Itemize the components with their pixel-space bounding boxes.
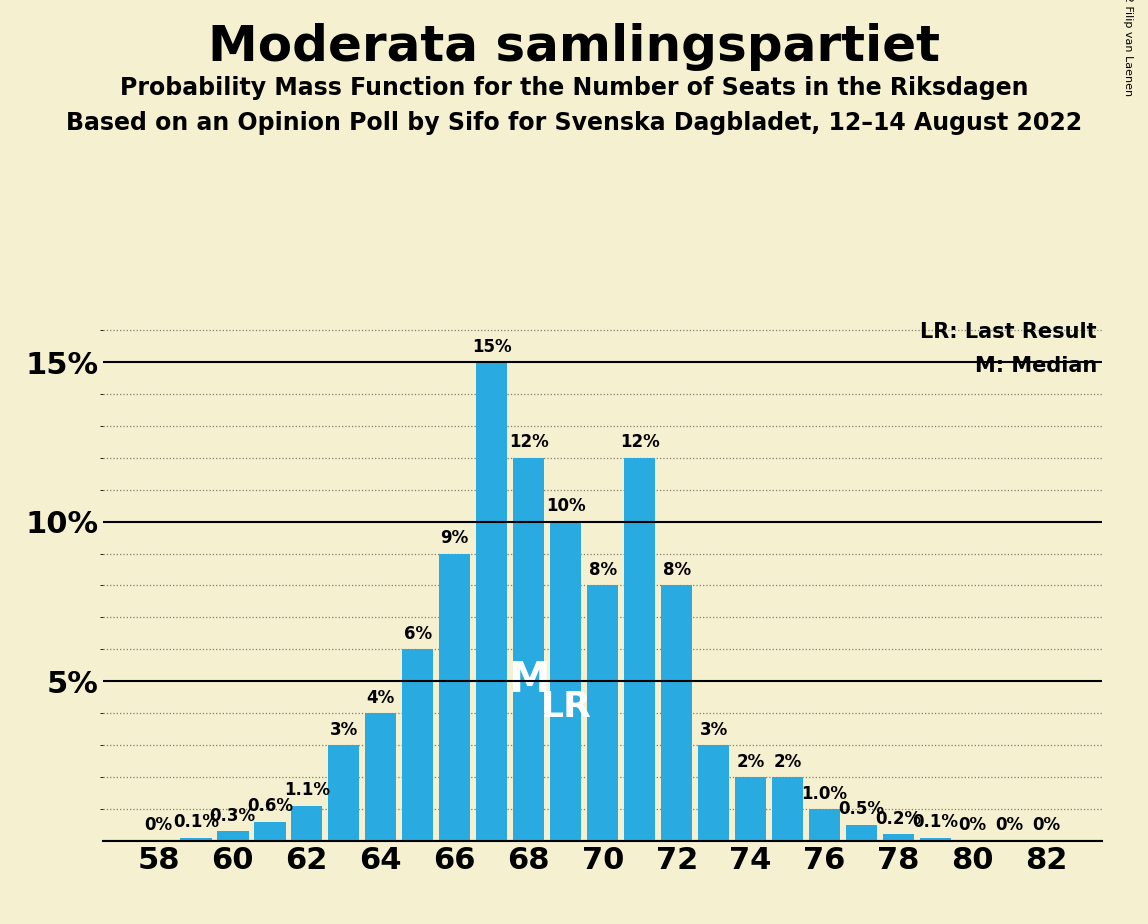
Bar — [883, 834, 914, 841]
Text: 1.0%: 1.0% — [801, 784, 847, 803]
Text: M: Median: M: Median — [975, 357, 1097, 376]
Text: 2%: 2% — [737, 753, 765, 771]
Text: 3%: 3% — [329, 721, 358, 738]
Bar — [476, 362, 507, 841]
Text: 2%: 2% — [774, 753, 801, 771]
Bar — [771, 777, 804, 841]
Text: 0.1%: 0.1% — [913, 813, 959, 832]
Text: 1.1%: 1.1% — [284, 782, 329, 799]
Text: Moderata samlingspartiet: Moderata samlingspartiet — [208, 23, 940, 71]
Bar — [550, 522, 581, 841]
Text: © 2022 Filip van Laenen: © 2022 Filip van Laenen — [1123, 0, 1133, 96]
Text: 10%: 10% — [546, 497, 585, 516]
Bar — [439, 553, 471, 841]
Text: Based on an Opinion Poll by Sifo for Svenska Dagbladet, 12–14 August 2022: Based on an Opinion Poll by Sifo for Sve… — [65, 111, 1083, 135]
Text: 0%: 0% — [995, 817, 1024, 834]
Bar — [846, 825, 877, 841]
Bar — [661, 586, 692, 841]
Text: 4%: 4% — [366, 688, 395, 707]
Text: 0%: 0% — [145, 817, 173, 834]
Bar — [587, 586, 619, 841]
Bar — [920, 838, 952, 841]
Bar — [735, 777, 767, 841]
Text: 0.1%: 0.1% — [173, 813, 219, 832]
Text: 0.5%: 0.5% — [839, 800, 885, 819]
Bar — [625, 457, 656, 841]
Text: 0.2%: 0.2% — [876, 810, 922, 828]
Text: 0.3%: 0.3% — [210, 807, 256, 825]
Bar — [698, 745, 729, 841]
Text: 12%: 12% — [509, 433, 549, 452]
Bar — [809, 808, 840, 841]
Text: 0.6%: 0.6% — [247, 797, 293, 815]
Text: 15%: 15% — [472, 337, 512, 356]
Bar — [328, 745, 359, 841]
Bar — [217, 832, 248, 841]
Bar — [180, 838, 211, 841]
Text: M: M — [507, 659, 550, 701]
Text: 6%: 6% — [404, 625, 432, 643]
Text: 8%: 8% — [662, 561, 691, 579]
Text: 9%: 9% — [441, 529, 468, 547]
Bar — [365, 713, 396, 841]
Text: LR: Last Result: LR: Last Result — [921, 322, 1097, 342]
Text: 3%: 3% — [699, 721, 728, 738]
Text: 0%: 0% — [1032, 817, 1061, 834]
Text: 8%: 8% — [589, 561, 616, 579]
Bar — [402, 650, 434, 841]
Bar — [292, 806, 323, 841]
Text: LR: LR — [541, 690, 591, 723]
Text: 0%: 0% — [959, 817, 986, 834]
Text: Probability Mass Function for the Number of Seats in the Riksdagen: Probability Mass Function for the Number… — [119, 76, 1029, 100]
Bar — [513, 457, 544, 841]
Bar — [254, 821, 286, 841]
Text: 12%: 12% — [620, 433, 660, 452]
